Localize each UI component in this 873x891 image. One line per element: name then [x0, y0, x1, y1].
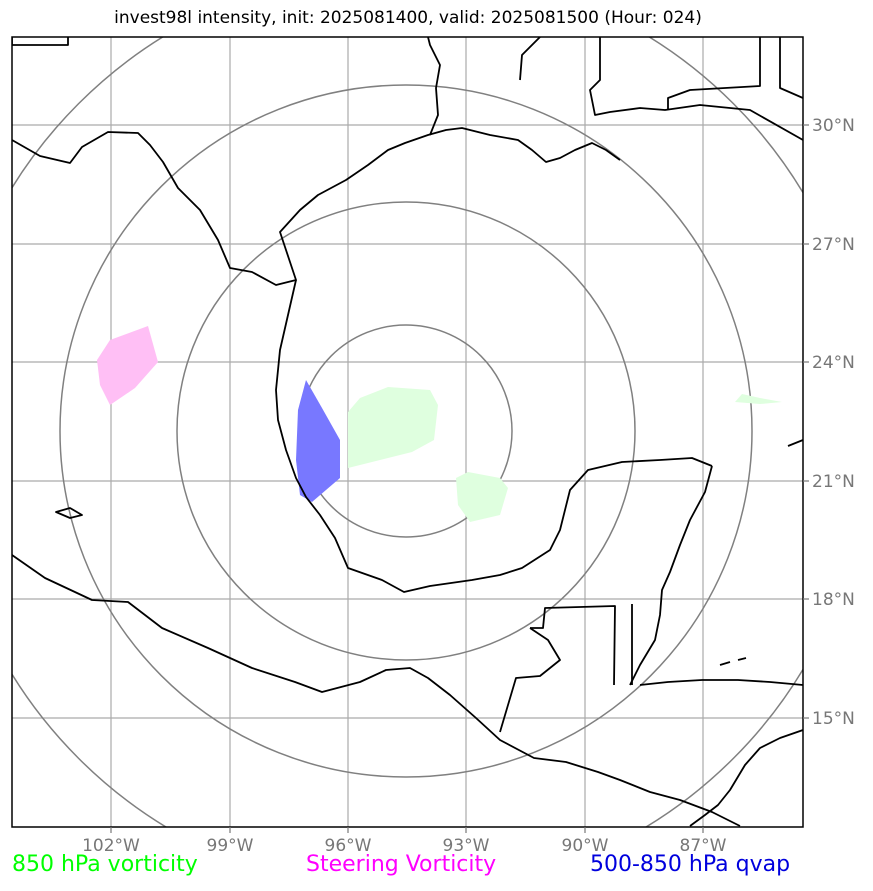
lat-label-27n: 27°N	[812, 235, 855, 255]
lon-label-87w: 87°W	[680, 836, 727, 856]
lon-label-96w: 96°W	[325, 836, 372, 856]
lon-label-102w: 102°W	[82, 836, 140, 856]
legend-850-vorticity: 850 hPa vorticity	[12, 852, 198, 877]
legend-steering-vorticity: Steering Vorticity	[306, 852, 497, 877]
lon-label-99w: 99°W	[207, 836, 254, 856]
map-title: invest98l intensity, init: 2025081400, v…	[114, 8, 702, 28]
lat-label-30n: 30°N	[812, 116, 855, 136]
coastlines	[12, 37, 803, 827]
lat-label-18n: 18°N	[812, 590, 855, 610]
vorticity-850-shading-east	[735, 394, 782, 404]
lat-label-21n: 21°N	[812, 472, 855, 492]
lat-label-24n: 24°N	[812, 353, 855, 373]
lon-label-90w: 90°W	[562, 836, 609, 856]
vorticity-850-shading-south	[456, 472, 508, 522]
lon-label-93w: 93°W	[443, 836, 490, 856]
lat-label-15n: 15°N	[812, 709, 855, 729]
vorticity-850-shading-main	[348, 387, 438, 468]
qvap-shading	[296, 380, 340, 502]
legend-qvap: 500-850 hPa qvap	[590, 852, 791, 877]
map-frame	[11, 36, 804, 828]
graticule	[12, 37, 803, 827]
steering-vorticity-shading	[97, 326, 158, 405]
